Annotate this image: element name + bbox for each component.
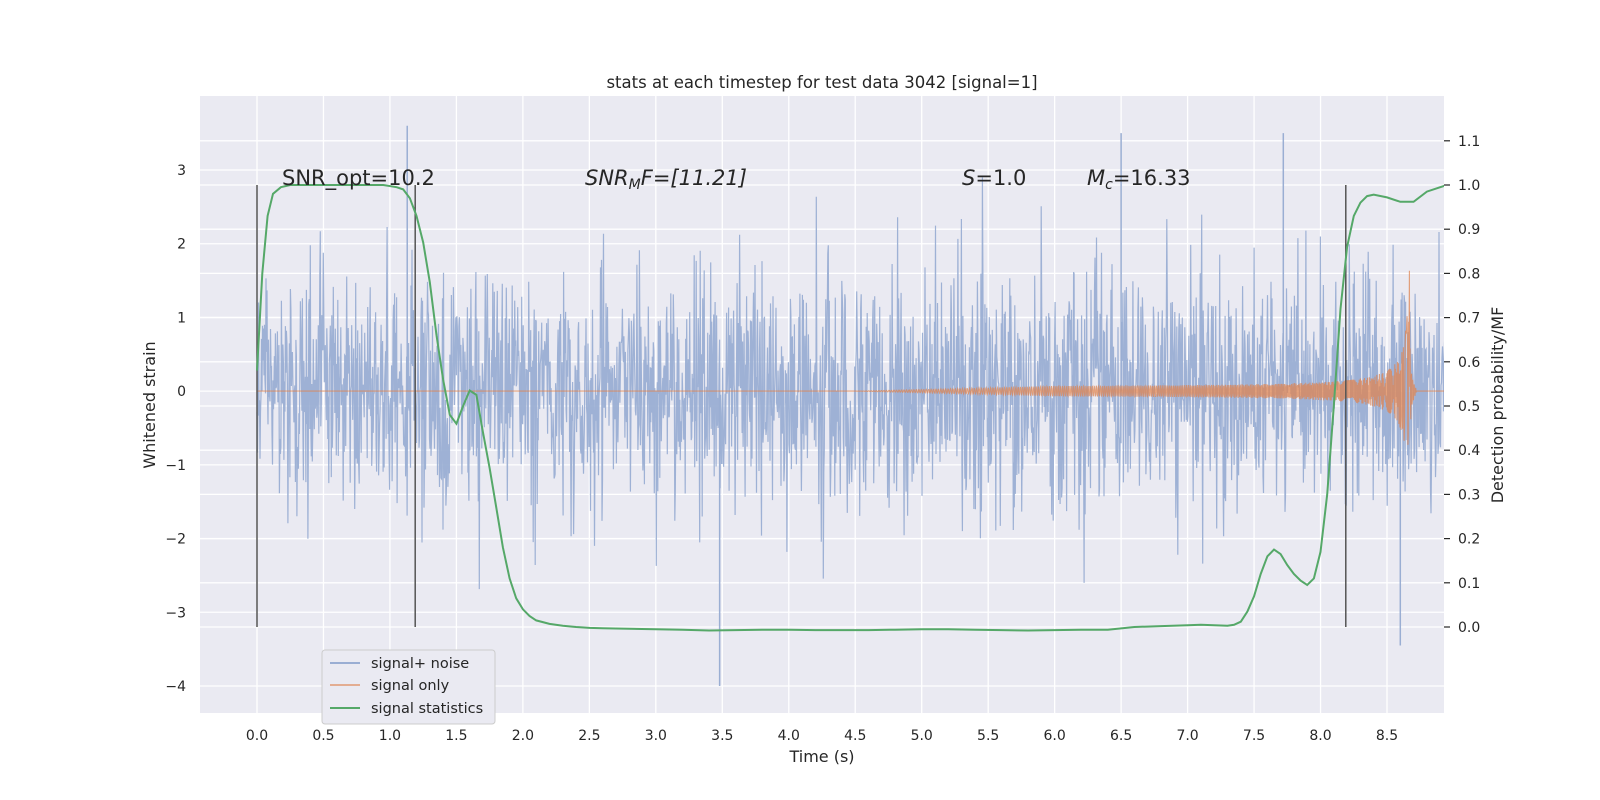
y2-tick-label: 0.1 [1458,576,1480,592]
noise-series [256,125,1444,686]
y2-tick-label: 1.0 [1458,178,1480,194]
x-ticks: 0.0 0.5 1.0 1.5 2.0 2.5 3.0 3.5 4.0 4.5 5.0 5.5 6.0 6… [246,728,1398,744]
stats-series [256,184,1444,632]
x-tick-label: 1.5 [445,728,467,744]
legend-signal-label: signal only [371,678,450,694]
x-tick-label: 0.5 [312,728,334,744]
x-tick-label: 6.5 [1110,728,1132,744]
signal-series [257,270,1444,445]
y-tick-label: −4 [165,679,186,695]
x-tick-label: 7.5 [1243,728,1265,744]
chart-title: stats at each timestep for test data 304… [606,73,1037,92]
snr-mf-annotation: SNRMF=[11.21] [585,166,747,193]
y2-tick-label: 0.5 [1458,399,1480,415]
y2-tick-label: 0.9 [1458,222,1480,238]
y2-tick-label: 0.6 [1458,355,1480,371]
mc-annotation: Mc=16.33 [1087,166,1191,193]
x-tick-label: 4.0 [778,728,800,744]
x-tick-label: 3.5 [711,728,733,744]
y2-tick-label: 0.0 [1458,620,1480,636]
x-tick-label: 2.5 [578,728,600,744]
y2-ticks: 1.1 1.0 0.9 0.8 0.7 0.6 0.5 0.4 0.3 0.2 0.1 0.0 [1444,134,1480,636]
x-tick-label: 0.0 [246,728,268,744]
x-axis-label: Time (s) [788,747,854,766]
legend: signal+ noise signal only signal statist… [321,649,496,725]
y-tick-label: 1 [177,310,186,326]
y2-axis-label: Detection probability/MF [1488,307,1507,504]
y-tick-label: 0 [177,384,186,400]
signal-line [257,270,1444,445]
noise-line [256,177,1444,590]
x-tick-label: 2.0 [512,728,534,744]
y2-tick-label: 0.2 [1458,532,1480,548]
y2-tick-label: 0.3 [1458,487,1480,503]
x-tick-label: 4.5 [844,728,866,744]
legend-stats-label: signal statistics [371,701,483,717]
y-tick-label: 3 [177,163,186,179]
x-tick-label: 8.0 [1309,728,1331,744]
x-tick-label: 3.0 [645,728,667,744]
x-tick-label: 1.0 [379,728,401,744]
x-tick-label: 7.0 [1176,728,1198,744]
x-tick-label: 8.5 [1376,728,1398,744]
x-tick-label: 6.0 [1044,728,1066,744]
stats-line [256,184,1444,632]
x-tick-label: 5.0 [911,728,933,744]
y-tick-label: −3 [165,605,186,621]
x-tick-label: 5.5 [977,728,999,744]
y2-tick-label: 0.4 [1458,443,1480,459]
snr-opt-annotation: SNR_opt=10.2 [282,166,435,191]
y2-tick-label: 0.7 [1458,311,1480,327]
s-annotation: S=1.0 [962,166,1026,190]
y-axis-label: Whitened strain [140,341,159,468]
legend-noise-label: signal+ noise [371,656,469,672]
y2-tick-label: 1.1 [1458,134,1480,150]
y-ticks: 3 2 1 0 −1 −2 −3 −4 [165,163,186,695]
y2-tick-label: 0.8 [1458,266,1480,282]
y-tick-label: 2 [177,237,186,253]
y-tick-label: −1 [165,458,186,474]
y-tick-label: −2 [165,532,186,548]
legend-box [321,649,496,725]
